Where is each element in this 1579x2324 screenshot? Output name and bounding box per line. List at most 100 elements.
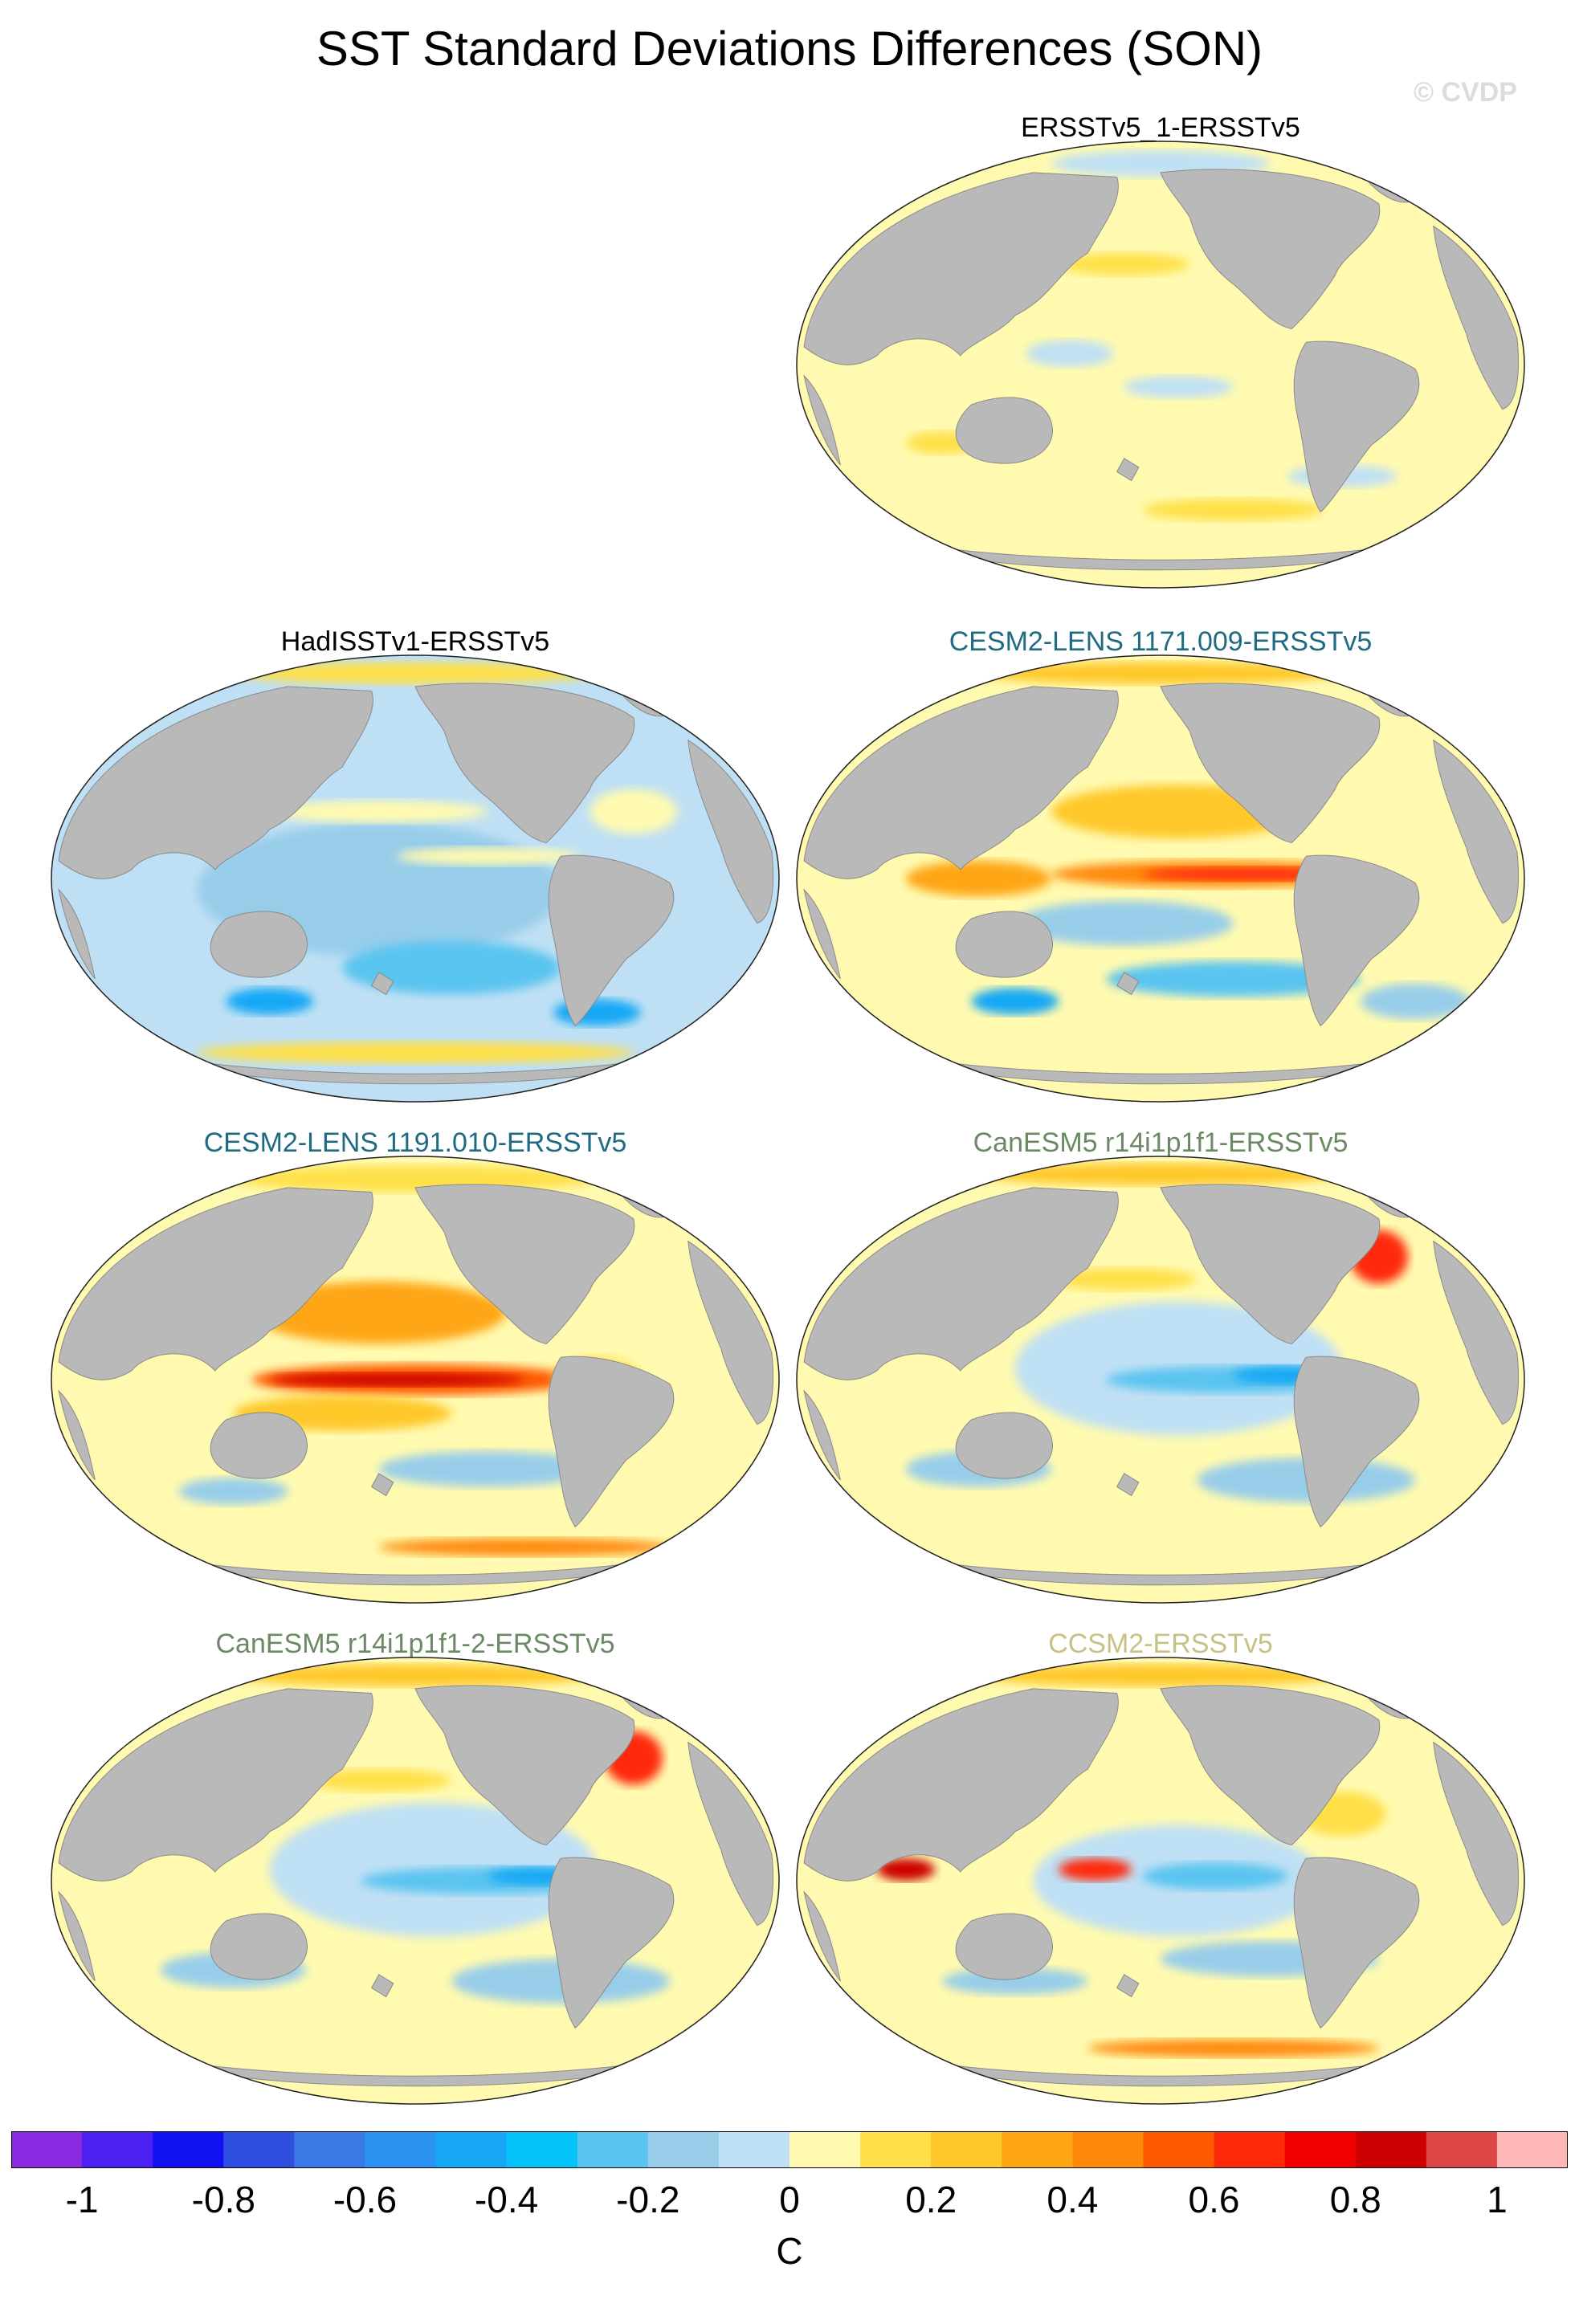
- land-mass: [803, 888, 841, 980]
- world-map: [51, 1657, 780, 2105]
- sst-anomaly-region: [197, 1041, 634, 1064]
- land-mass: [370, 1974, 394, 1998]
- colorbar-swatch: [931, 2131, 1002, 2168]
- land-mass: [58, 1688, 373, 1882]
- sst-anomaly-region: [1124, 375, 1234, 398]
- land-mass: [803, 374, 841, 466]
- world-map: [796, 1657, 1525, 2105]
- world-map: [796, 654, 1525, 1103]
- colorbar-swatch: [1355, 2131, 1427, 2168]
- map-panel: ERSSTv5_1-ERSSTv5: [795, 112, 1526, 602]
- land-mass: [1116, 1974, 1140, 1998]
- panel-title: CanESM5 r14i1p1f1-2-ERSSTv5: [215, 1629, 615, 1659]
- colorbar-tick-label: 0.8: [1329, 2179, 1381, 2220]
- panel-title: CESM2-LENS 1191.010-ERSSTv5: [203, 1127, 627, 1158]
- sst-field: [51, 1156, 779, 1603]
- land-mass: [210, 1913, 308, 1980]
- colorbar-swatch: [1214, 2131, 1286, 2168]
- colorbar-units: C: [776, 2230, 803, 2272]
- land-mass: [58, 888, 96, 980]
- colorbar-swatch: [435, 2131, 508, 2168]
- land-mass: [955, 1913, 1053, 1980]
- sst-anomaly-region: [978, 1163, 1343, 1186]
- sst-anomaly-region: [178, 1478, 288, 1505]
- sst-anomaly-region: [269, 800, 488, 823]
- map-panel: HadISSTv1-ERSSTv5: [50, 626, 781, 1116]
- sst-anomaly-region: [306, 1769, 452, 1792]
- colorbar-swatch: [718, 2131, 790, 2168]
- land-mass: [414, 683, 635, 844]
- land-mass: [1160, 1685, 1381, 1846]
- map-outline: [51, 1156, 780, 1604]
- sst-field: [797, 1657, 1524, 2104]
- land-mass: [1160, 683, 1381, 844]
- land-mass: [210, 911, 308, 978]
- land-mass: [370, 1473, 394, 1497]
- land-mass: [548, 854, 675, 1027]
- sst-anomaly-region: [590, 789, 678, 834]
- sst-anomaly-region: [251, 1281, 507, 1344]
- colorbar-swatch: [153, 2131, 224, 2168]
- land-mass: [58, 686, 373, 879]
- sst-anomaly-region: [378, 1451, 598, 1487]
- land-mass: [803, 686, 1119, 879]
- sst-anomaly-region: [226, 988, 314, 1015]
- watermark: © CVDP: [1414, 77, 1517, 108]
- colorbar-tick-label: -0.6: [333, 2179, 398, 2220]
- sst-field: [797, 655, 1524, 1102]
- land-mass: [414, 1685, 635, 1846]
- land-mass: [687, 1741, 774, 1926]
- land-mass: [1433, 1240, 1520, 1425]
- colorbar-border: [11, 2131, 1568, 2168]
- colorbar-swatch: [790, 2131, 861, 2168]
- map-outline: [796, 1156, 1525, 1604]
- land-mass: [803, 1389, 841, 1481]
- land-mass: [955, 911, 1053, 978]
- panel-title: ERSSTv5_1-ERSSTv5: [1021, 112, 1300, 143]
- sst-anomaly-region: [1142, 498, 1324, 521]
- land-mass: [1116, 972, 1140, 996]
- sst-anomaly-region: [1106, 960, 1361, 997]
- colorbar-swatch: [577, 2131, 649, 2168]
- land-mass: [803, 1187, 1119, 1380]
- land-mass: [1433, 225, 1520, 410]
- colorbar-tick-label: -1: [65, 2179, 99, 2220]
- colorbar-swatch: [82, 2131, 153, 2168]
- colorbar-swatch: [11, 2131, 83, 2168]
- land-mass: [1433, 1741, 1520, 1926]
- land-mass: [548, 1857, 675, 2029]
- sst-anomaly-region: [269, 1372, 524, 1387]
- map-panel: CCSM2-ERSSTv5: [795, 1629, 1526, 2118]
- land-mass: [687, 1240, 774, 1425]
- sst-anomaly-region: [1059, 1858, 1132, 1881]
- sst-field: [51, 1657, 779, 2104]
- map-panel: CanESM5 r14i1p1f1-ERSSTv5: [795, 1127, 1526, 1617]
- land-mass: [1293, 1857, 1420, 2029]
- sst-field: [51, 655, 779, 1102]
- land-mass: [1293, 340, 1420, 513]
- sst-anomaly-region: [1059, 253, 1190, 275]
- colorbar-swatch: [1496, 2131, 1568, 2168]
- land-mass: [803, 1688, 1119, 1882]
- land-mass: [955, 397, 1053, 464]
- land-mass: [210, 1412, 308, 1479]
- colorbar-tick-label: 1: [1487, 2179, 1508, 2220]
- map-outline: [796, 141, 1525, 589]
- sst-anomaly-region: [978, 1664, 1343, 1687]
- colorbar: [11, 2131, 1568, 2168]
- sst-anomaly-region: [233, 1664, 598, 1687]
- map-panel: CESM2-LENS 1191.010-ERSSTv5: [50, 1127, 781, 1617]
- land-mass: [687, 739, 774, 924]
- map-panel: CanESM5 r14i1p1f1-2-ERSSTv5: [50, 1629, 781, 2118]
- world-map: [796, 141, 1525, 589]
- sst-anomaly-region: [905, 860, 1052, 897]
- sst-anomaly-region: [397, 847, 579, 866]
- sst-anomaly-region: [1014, 900, 1234, 946]
- colorbar-swatch: [1426, 2131, 1498, 2168]
- sst-anomaly-region: [1087, 2039, 1379, 2057]
- colorbar-swatch: [223, 2131, 295, 2168]
- map-outline: [796, 1657, 1525, 2105]
- land-mass: [370, 972, 394, 996]
- panel-title: CanESM5 r14i1p1f1-ERSSTv5: [973, 1127, 1348, 1158]
- map-outline: [51, 1657, 780, 2105]
